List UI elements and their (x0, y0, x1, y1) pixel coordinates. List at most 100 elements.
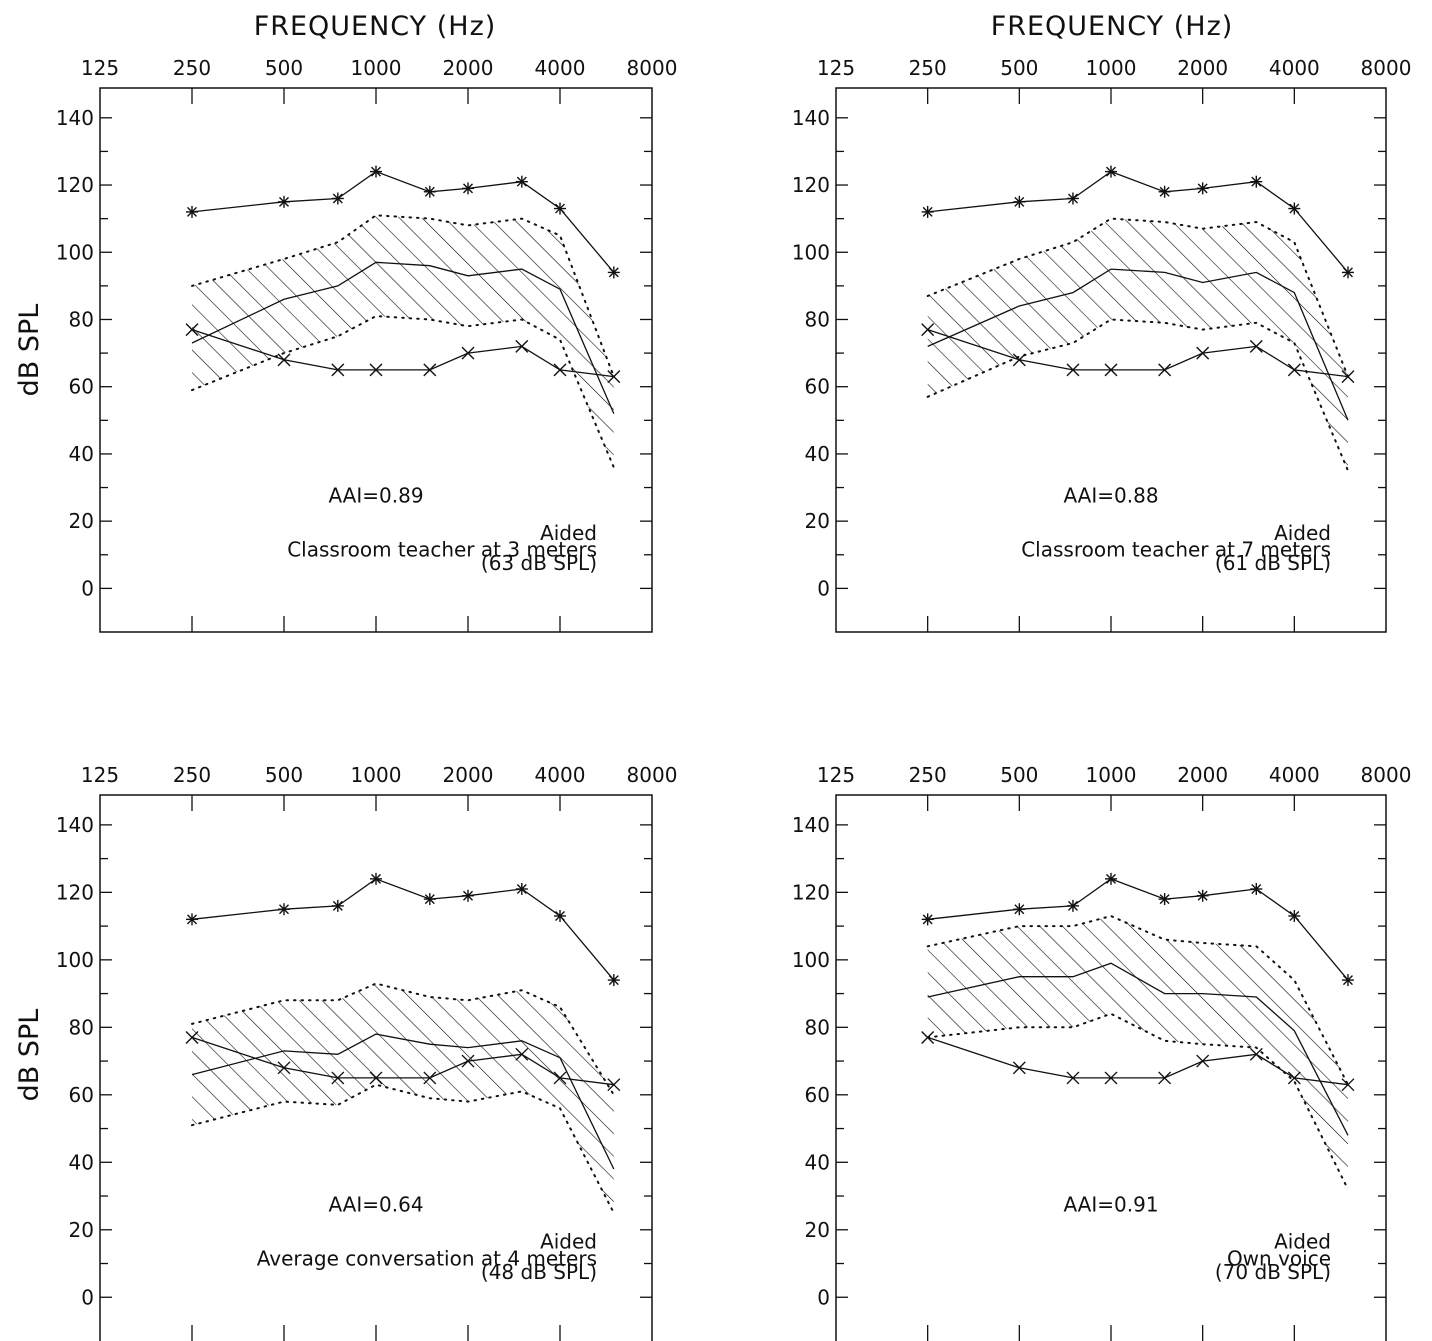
x-tick-label: 2000 (443, 763, 494, 787)
star-marker (1288, 202, 1301, 215)
cross-marker (277, 1061, 291, 1075)
cross-marker (1341, 1078, 1355, 1092)
cross-marker (607, 1078, 621, 1092)
cross-marker (1012, 1061, 1026, 1075)
star-marker (370, 872, 382, 885)
star-marker (1013, 195, 1026, 208)
y-tick-label: 20 (69, 1218, 94, 1242)
cross-marker (423, 1071, 437, 1085)
x-tick-label: 8000 (627, 56, 678, 80)
star-marker (607, 974, 620, 987)
cross-marker (1249, 339, 1263, 353)
x-tick-label: 125 (81, 763, 119, 787)
cross-marker (921, 1030, 935, 1044)
star-marker (1196, 889, 1209, 902)
y-tick-label: 0 (817, 576, 830, 600)
cross-marker (423, 363, 437, 377)
y-tick-label: 20 (805, 1218, 830, 1242)
cross-marker (607, 370, 621, 384)
y-tick-label: 40 (805, 1150, 830, 1174)
cross-marker (331, 363, 345, 377)
cross-marker (331, 1071, 345, 1085)
cross-marker (185, 323, 199, 337)
y-tick-label: 120 (792, 173, 830, 197)
x-tick-label: 250 (909, 56, 947, 80)
y-tick-label: 40 (69, 1150, 94, 1174)
y-tick-label: 80 (805, 307, 830, 331)
star-marker (462, 182, 474, 195)
y-tick-label: 60 (69, 375, 94, 399)
star-marker (331, 899, 344, 912)
top-right-frequency-title: FREQUENCY (Hz) (991, 11, 1234, 42)
star-marker (1196, 182, 1209, 195)
star-marker (1013, 903, 1026, 916)
aai-label: AAI=0.89 (328, 484, 423, 508)
x-tick-label: 4000 (535, 56, 586, 80)
cross-marker (1066, 363, 1080, 377)
x-tick-label: 2000 (1177, 56, 1228, 80)
x-tick-label: 125 (817, 763, 855, 787)
chart-panel-top-left: 125 250 500 1000 2000 4000 8000 140 120 100 80 60 40… (56, 56, 678, 633)
band-bottom-dotted-line (191, 1083, 615, 1214)
chart-panel-bottom-left: 125 250 500 1000 2000 4000 8000 140 120 100 80 60 40… (56, 763, 677, 1341)
cross-marker (1066, 1071, 1080, 1085)
chart-panel-top-right: 125 250 500 1000 2000 4000 8000 140 120 100 80 60 40… (792, 56, 1411, 633)
condition-note-line: (48 dB SPL) (481, 1260, 597, 1284)
y-tick-label: 120 (792, 880, 830, 904)
band-bottom-dotted-line (191, 315, 615, 469)
x-tick-label: 4000 (1269, 56, 1320, 80)
plot-area (185, 165, 621, 469)
aided-speech-line (191, 1033, 615, 1170)
cross-marker (1341, 370, 1355, 384)
y-tick-label: 60 (805, 375, 830, 399)
star-marker (186, 205, 198, 218)
x-tick-label: 125 (81, 56, 119, 80)
condition-note-line: (61 dB SPL) (1215, 551, 1331, 575)
speech-range-band (192, 215, 614, 468)
plot-area (185, 872, 621, 1214)
y-tick-label: 40 (805, 442, 830, 466)
speech-range-band (927, 218, 1348, 471)
x-tick-label: 250 (173, 56, 211, 80)
cross-marker (515, 1047, 529, 1061)
condition-note-line: Own voice (1227, 1246, 1331, 1270)
y-tick-label: 100 (56, 948, 94, 972)
cross-marker (369, 1071, 383, 1085)
speech-range-band (192, 983, 614, 1213)
band-bottom-dotted-line (926, 318, 1349, 472)
x-tick-label: 125 (817, 56, 855, 80)
top-left-frequency-title: FREQUENCY (Hz) (254, 11, 497, 42)
y-tick-label: 0 (81, 576, 94, 600)
x-tick-label: 8000 (1361, 763, 1412, 787)
cross-marker (1158, 363, 1172, 377)
speech-range-band (927, 916, 1348, 1190)
y-tick-label: 60 (69, 1083, 94, 1107)
cross-marker (1012, 353, 1026, 367)
discomfort-line (191, 878, 615, 981)
condition-note-line: Aided (540, 1230, 597, 1254)
star-marker (1341, 266, 1354, 279)
star-marker (1105, 872, 1117, 885)
x-tick-label: 1000 (351, 56, 402, 80)
cross-marker (461, 1054, 475, 1068)
cross-marker (1287, 363, 1301, 377)
y-tick-label: 120 (56, 173, 94, 197)
condition-note-line: (70 dB SPL) (1215, 1260, 1331, 1284)
star-marker (370, 165, 382, 178)
star-marker (1066, 899, 1079, 912)
star-marker (423, 893, 436, 906)
x-tick-label: 500 (265, 56, 303, 80)
aided-speech-line (927, 268, 1349, 421)
star-marker (423, 185, 436, 198)
cross-marker (1196, 1054, 1210, 1068)
cross-marker (553, 1071, 567, 1085)
x-tick-label: 250 (909, 763, 947, 787)
plot-area (921, 872, 1355, 1191)
band-top-dotted-line (191, 982, 615, 1096)
condition-note-line: Classroom teacher at 7 meters (1021, 538, 1331, 562)
band-top-dotted-line (926, 217, 1349, 378)
cross-marker (1196, 346, 1210, 360)
y-tick-label: 80 (69, 307, 94, 331)
y-tick-label: 120 (56, 880, 94, 904)
